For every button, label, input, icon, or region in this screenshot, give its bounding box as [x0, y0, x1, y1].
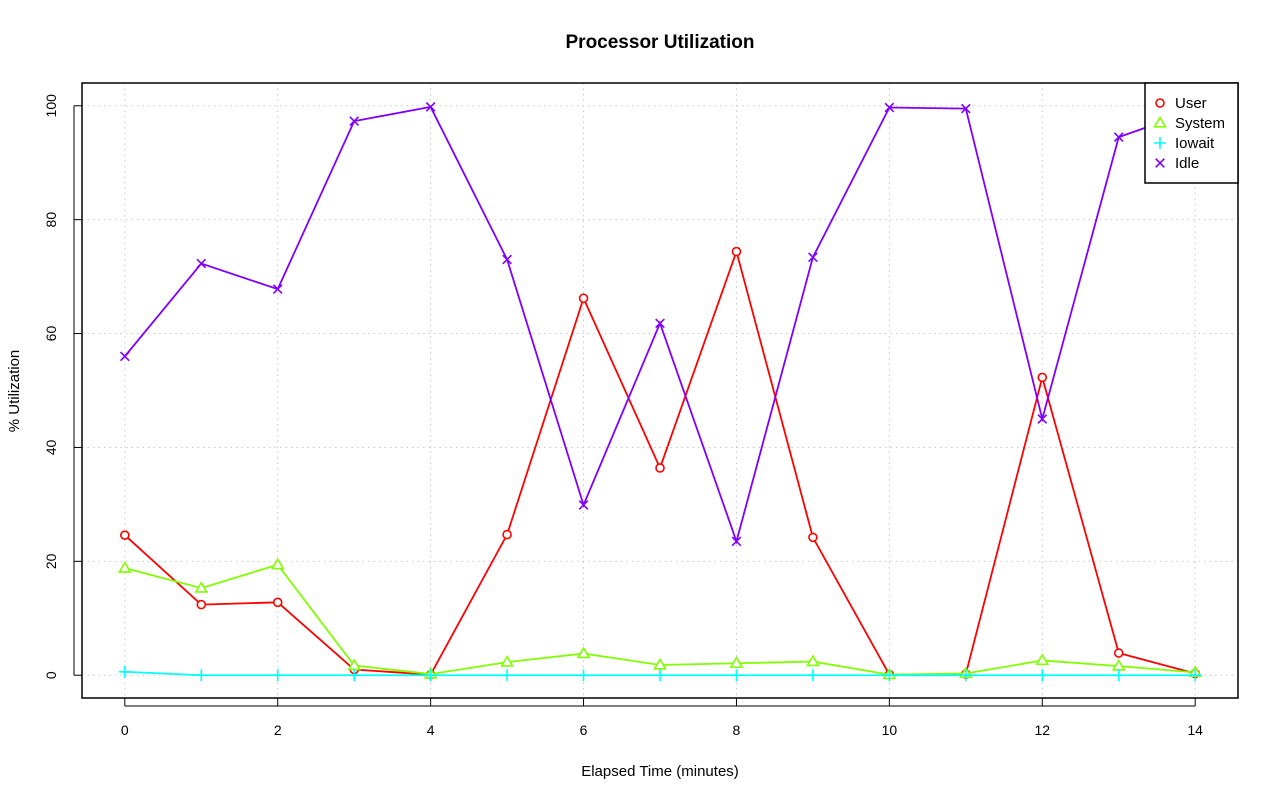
x-tick-label: 8: [733, 722, 741, 738]
data-point-iowait: [424, 669, 437, 682]
data-point-user: [272, 597, 283, 608]
data-point-idle: [196, 258, 207, 269]
legend-marker-system: [1153, 115, 1167, 128]
x-tick-label: 14: [1187, 722, 1203, 738]
y-tick-label: 100: [43, 94, 59, 118]
data-point-idle: [578, 500, 589, 510]
data-point-idle: [1037, 414, 1048, 424]
chart-title: Processor Utilization: [566, 32, 755, 53]
data-point-user: [808, 532, 818, 543]
data-point-system: [194, 581, 209, 593]
data-point-iowait: [118, 665, 131, 678]
data-point-user: [655, 463, 665, 473]
data-point-iowait: [271, 669, 284, 682]
data-point-idle: [1113, 132, 1124, 142]
x-tick-label: 4: [427, 722, 435, 738]
data-point-iowait: [348, 669, 361, 682]
data-point-idle: [960, 103, 971, 114]
y-tick-label: 40: [43, 439, 59, 455]
data-point-iowait: [654, 669, 666, 682]
data-point-idle: [425, 102, 436, 112]
axis-ticks: 0 2 4 6 8 10 12 14 0 20 40 60 80 100: [43, 94, 1203, 738]
grid-lines: [82, 83, 1238, 698]
y-tick-label: 0: [43, 671, 59, 679]
legend-label-user: User: [1175, 95, 1207, 112]
series-iowait: [118, 665, 1202, 682]
data-point-idle: [119, 351, 130, 362]
data-point-system: [806, 654, 820, 667]
legend-marker-user: [1155, 98, 1165, 108]
series-line-user: [124, 248, 1196, 676]
data-point-user: [1113, 648, 1124, 658]
y-tick-label: 60: [43, 326, 59, 342]
data-point-user: [502, 529, 512, 540]
data-point-user: [1037, 372, 1048, 383]
data-point-iowait: [1112, 669, 1125, 682]
x-tick-label: 2: [274, 722, 282, 738]
data-point-iowait: [577, 669, 590, 682]
data-point-iowait: [959, 669, 972, 682]
data-point-system: [117, 561, 132, 573]
data-point-system: [1035, 653, 1050, 666]
series-idle: [119, 102, 1201, 547]
data-point-idle: [655, 318, 665, 329]
x-tick-label: 6: [580, 722, 588, 738]
data-point-system: [270, 557, 285, 570]
data-point-idle: [731, 536, 742, 547]
x-tick-label: 12: [1034, 722, 1050, 738]
legend: User System Iowait Idle: [1144, 82, 1239, 184]
data-point-idle: [272, 284, 283, 295]
data-point-user: [120, 530, 130, 540]
data-point-system: [576, 646, 591, 659]
legend-marker-iowait: [1154, 137, 1166, 149]
data-point-system: [729, 656, 744, 668]
legend-marker-idle: [1155, 158, 1165, 168]
data-point-iowait: [730, 669, 743, 682]
data-point-system: [653, 657, 667, 670]
data-point-idle: [808, 252, 818, 263]
data-point-system: [500, 655, 514, 667]
data-point-iowait: [806, 669, 819, 682]
x-tick-label: 0: [121, 722, 129, 738]
y-tick-label: 20: [43, 553, 59, 569]
data-point-iowait: [883, 669, 896, 682]
data-point-user: [578, 293, 589, 304]
data-point-user: [196, 599, 207, 610]
x-axis-label: Elapsed Time (minutes): [581, 763, 739, 780]
x-tick-label: 10: [882, 722, 898, 738]
y-axis-label: % Utilization: [6, 350, 23, 433]
series-system: [117, 557, 1203, 680]
legend-label-iowait: Iowait: [1175, 135, 1215, 152]
plot-frame: [81, 82, 1239, 699]
data-point-idle: [884, 102, 895, 113]
data-point-idle: [349, 116, 360, 127]
data-point-iowait: [1036, 669, 1049, 682]
y-tick-label: 80: [43, 212, 59, 228]
data-point-idle: [502, 254, 512, 265]
legend-label-idle: Idle: [1175, 155, 1199, 172]
series-user: [120, 246, 1200, 680]
data-point-iowait: [195, 669, 208, 682]
series-layer: [117, 102, 1203, 682]
data-point-iowait: [1189, 669, 1202, 682]
data-point-user: [731, 246, 742, 257]
data-point-iowait: [501, 669, 514, 682]
legend-label-system: System: [1175, 115, 1225, 132]
